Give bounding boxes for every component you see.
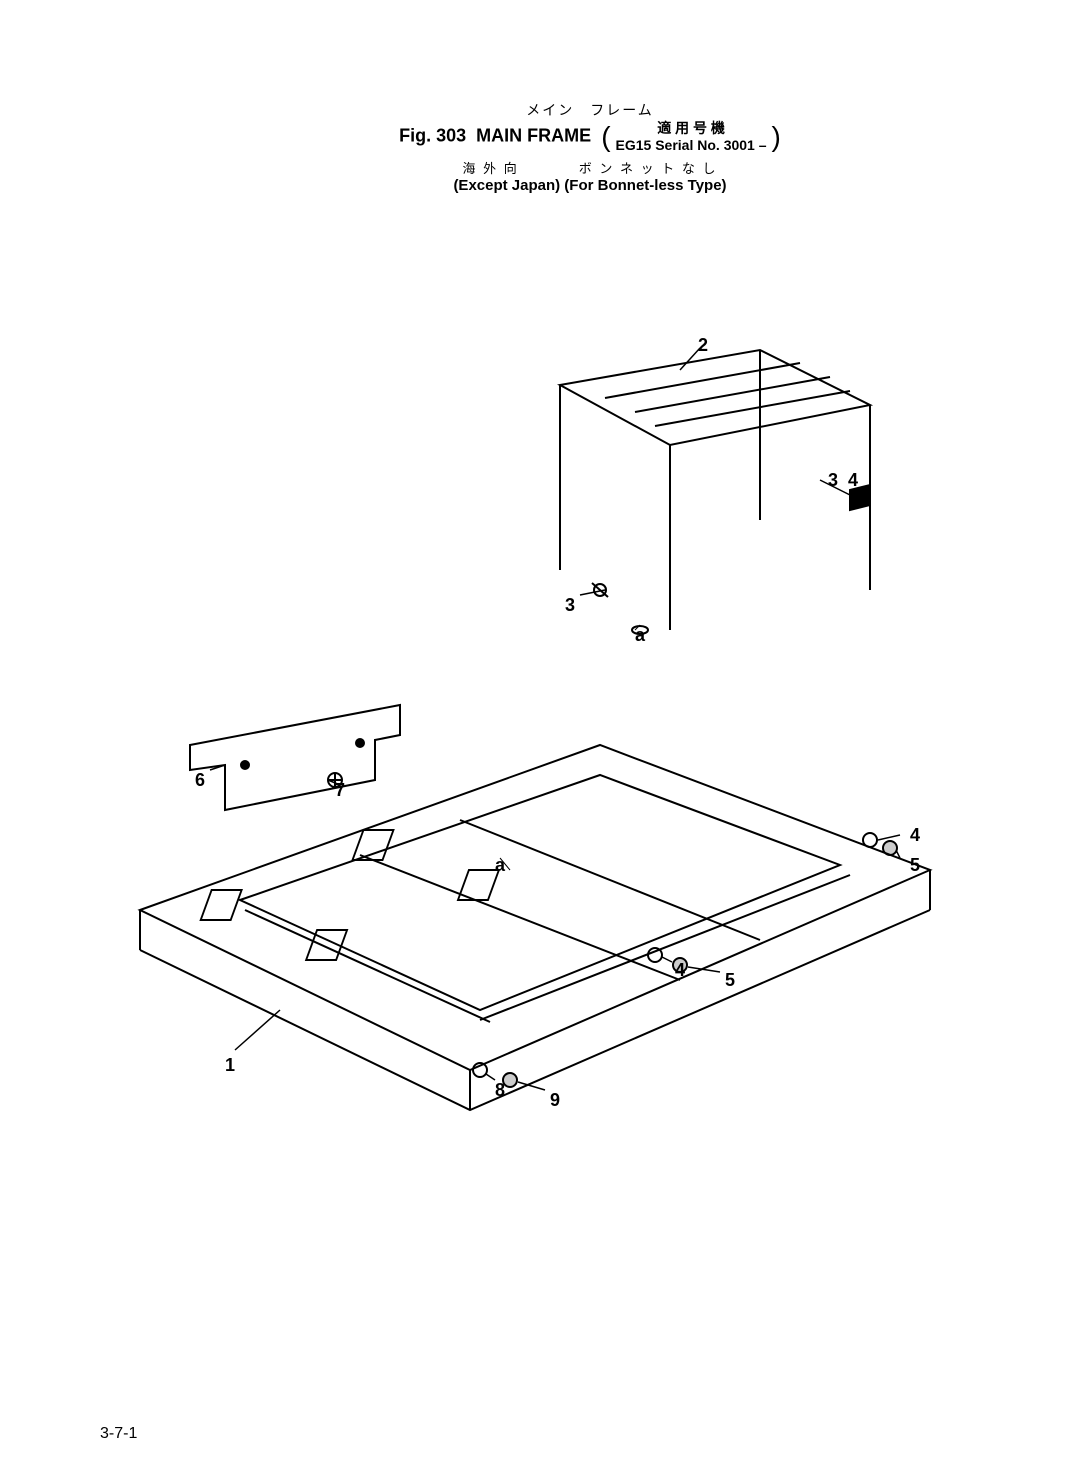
callout-1: 1 [225,1055,235,1076]
exploded-diagram: 2343a67a4545189 [80,290,1010,1190]
callout-4: 4 [675,960,685,981]
front-bracket [190,705,400,810]
title-jp-main: メイン フレーム [240,100,940,120]
en-serial: EG15 Serial No. 3001 – [616,137,767,153]
callout-8: 8 [495,1080,505,1101]
serial-inner: 適 用 号 機 EG15 Serial No. 3001 – [616,120,767,154]
en-main-text: MAIN FRAME [476,126,591,146]
callout-9: 9 [550,1090,560,1111]
fig-number: Fig. 303 [399,126,466,146]
paren-open: ( [601,121,610,152]
callout-a: a [635,625,645,646]
callout-4: 4 [848,470,858,491]
callout-3: 3 [565,595,575,616]
callout-6: 6 [195,770,205,791]
callout-4: 4 [910,825,920,846]
base-frame [140,745,930,1110]
page-footer: 3-7-1 [100,1425,137,1443]
title-block: メイン フレーム Fig. 303 MAIN FRAME ( 適 用 号 機 E… [240,100,940,194]
title-en-line: Fig. 303 MAIN FRAME ( 適 用 号 機 EG15 Seria… [240,120,940,154]
jp-main-text: メイン フレーム [526,102,654,118]
callout-5: 5 [725,970,735,991]
callout-a: a [495,855,505,876]
diagram-svg [80,290,1010,1190]
callout-7: 7 [335,780,345,801]
en-notes: (Except Japan) (For Bonnet-less Type) [240,177,940,194]
jp-serial: 適 用 号 機 [657,120,725,136]
jp-notes: 海 外 向 ボ ン ネ ッ ト な し [240,158,940,177]
callout-3: 3 [828,470,838,491]
upper-frame [560,350,870,634]
paren-close: ) [772,121,781,152]
serial-group: ( 適 用 号 機 EG15 Serial No. 3001 – ) [601,120,781,154]
callout-2: 2 [698,335,708,356]
callout-5: 5 [910,855,920,876]
